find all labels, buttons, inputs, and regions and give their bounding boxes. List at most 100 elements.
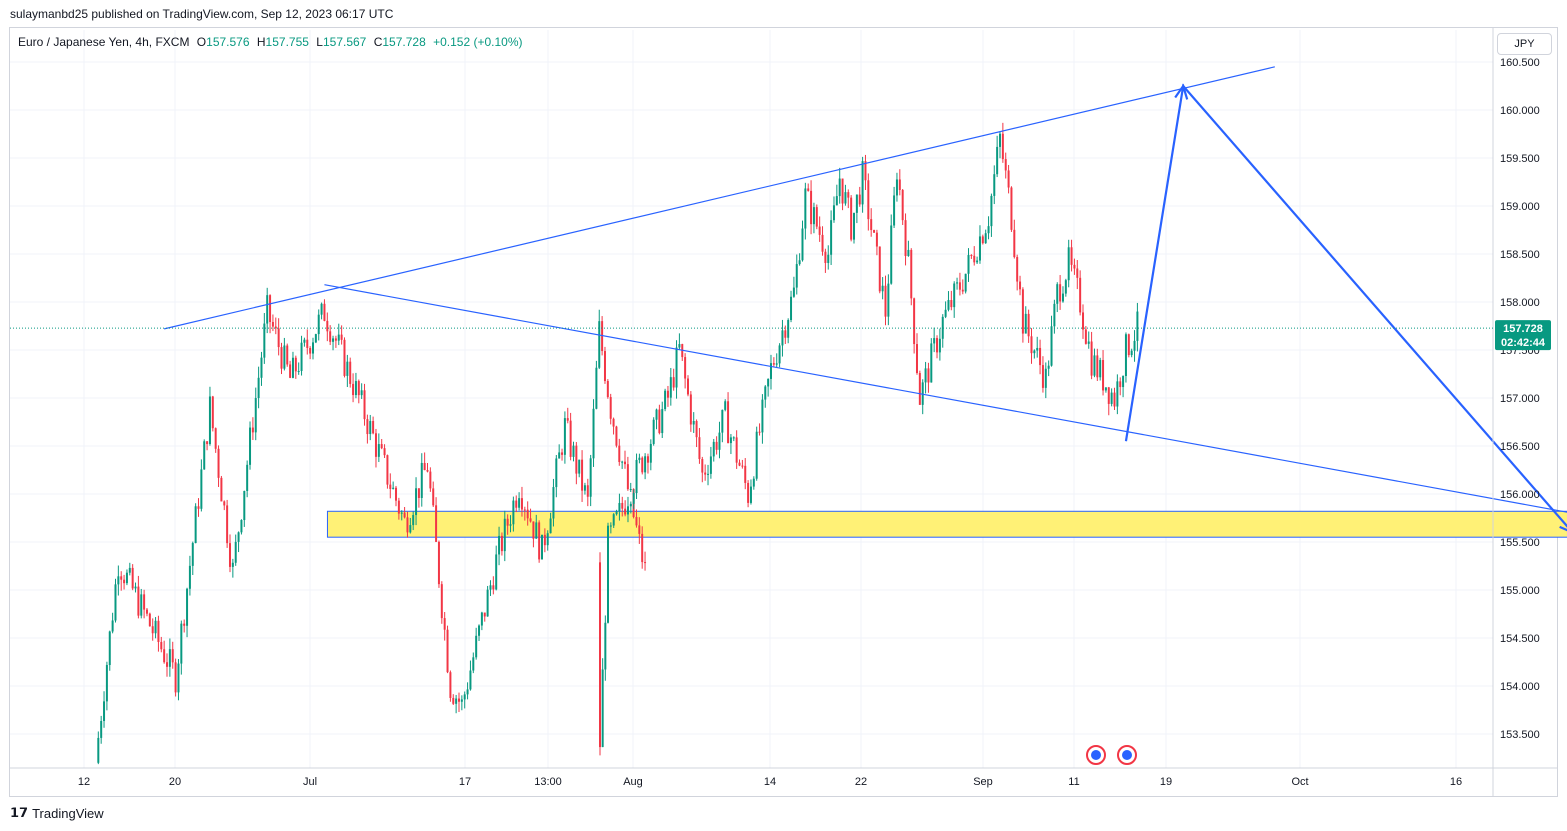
candle (120, 571, 123, 591)
candle-body (913, 298, 916, 345)
candle (552, 478, 555, 527)
low-label: L (316, 35, 323, 49)
candle (755, 426, 758, 481)
candle-body (732, 437, 735, 439)
candle-body (466, 689, 469, 695)
candle-body (452, 697, 455, 704)
candle (154, 617, 157, 639)
candle (1122, 375, 1125, 398)
candle (1070, 239, 1073, 272)
candle (1050, 315, 1053, 367)
candle (480, 611, 483, 631)
candle (515, 495, 518, 513)
candle-body (973, 255, 976, 263)
candle-body (291, 357, 294, 378)
candle-body (592, 408, 595, 459)
candle-body (770, 363, 772, 379)
candle-body (529, 518, 532, 522)
candle (715, 436, 718, 455)
candle (589, 454, 592, 507)
candle (618, 438, 621, 466)
candle-body (744, 465, 747, 483)
candle-body (830, 220, 833, 255)
candle-body (824, 251, 827, 263)
candle-body (953, 283, 956, 308)
candle (835, 184, 838, 206)
candle-body (320, 303, 323, 315)
candle-body (621, 461, 624, 463)
candle (658, 404, 661, 435)
candle-body (409, 525, 412, 533)
candle (712, 438, 715, 462)
candle-body (131, 567, 134, 589)
candle-body (478, 625, 481, 636)
candle-body (392, 487, 395, 489)
upper-trendline (164, 66, 1275, 330)
legend-symbol: Euro / Japanese Yen, 4h, FXCM (18, 35, 190, 49)
candle-body (223, 501, 226, 506)
y-tick-label: 159.000 (1500, 201, 1540, 213)
candle (964, 273, 967, 294)
candle-body (206, 441, 209, 445)
candle (183, 619, 186, 633)
candle (254, 387, 257, 441)
candle (767, 378, 770, 397)
candle (312, 337, 314, 360)
candle (1107, 386, 1110, 416)
candle-body (383, 448, 386, 456)
candle (692, 412, 695, 433)
candle (412, 511, 415, 531)
candle-body (360, 390, 363, 396)
y-tick-label: 156.500 (1500, 441, 1540, 453)
candle-body (1124, 334, 1127, 377)
candle (546, 530, 549, 551)
candle (747, 480, 750, 508)
low-value: 157.567 (322, 35, 367, 49)
candle (291, 351, 294, 379)
candle-body (532, 521, 535, 539)
candle-body (217, 448, 220, 478)
candle (1021, 287, 1024, 343)
candle-body (1013, 229, 1016, 258)
candle-body (1070, 247, 1073, 265)
candle (509, 515, 512, 533)
candle (145, 608, 148, 617)
candle-body (1110, 392, 1113, 404)
candle (457, 692, 460, 713)
candle (314, 333, 317, 344)
candle-body (787, 320, 790, 338)
candle (864, 154, 867, 190)
candle (950, 290, 953, 311)
candle (1001, 122, 1004, 163)
candle-body (784, 330, 787, 338)
candle-body (406, 517, 409, 533)
candle-body (918, 373, 921, 405)
footer-brand[interactable]: 𝟭𝟳 TradingView (10, 805, 104, 821)
candle (638, 453, 641, 464)
candle-body (1007, 170, 1010, 188)
candle-body (981, 236, 984, 244)
candle-body (374, 433, 377, 457)
currency-button[interactable]: JPY (1497, 33, 1552, 55)
candle (363, 383, 366, 426)
candle (586, 478, 589, 507)
candle (1104, 387, 1107, 393)
candle (168, 638, 171, 677)
candle (595, 360, 598, 410)
candle (374, 428, 377, 468)
candle (790, 290, 793, 323)
candle-body (125, 572, 128, 584)
candle-body (546, 533, 549, 546)
candle-body (283, 345, 286, 369)
candle (861, 156, 864, 213)
candle (194, 503, 197, 544)
candle (555, 455, 558, 498)
candle-body (148, 613, 151, 627)
candle (263, 313, 266, 364)
candle-body (844, 192, 847, 204)
candle (240, 519, 243, 535)
candle (105, 661, 108, 711)
candle (1056, 282, 1059, 313)
candle (815, 204, 818, 230)
